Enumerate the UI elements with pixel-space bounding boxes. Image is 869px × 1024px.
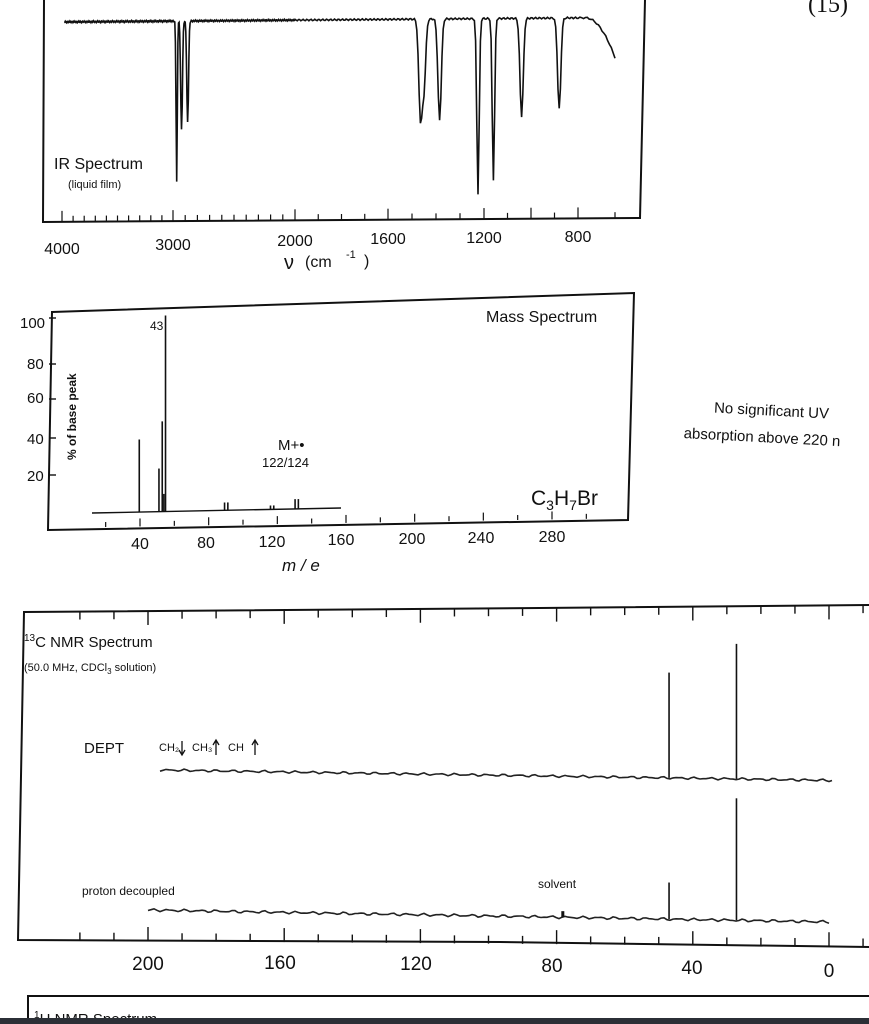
- dept-label: DEPT: [84, 740, 124, 757]
- mass-ylabel: % of base peak: [65, 373, 79, 460]
- ir-xlabel: ν (cm -1 ): [284, 249, 369, 274]
- mass-baseline: [91, 507, 342, 514]
- cnmr-xtick-160: 160: [264, 953, 296, 974]
- mass-ytick-20: 20: [27, 468, 44, 485]
- mass-xlabel: m / e: [282, 556, 320, 575]
- mass-ytick-40: 40: [27, 431, 44, 448]
- dept-ch3-up-arrow-icon: [212, 738, 220, 755]
- uv-line-2: absorption above 220 n: [683, 425, 840, 450]
- dept-ch2-label: CH₂: [159, 742, 179, 754]
- dept-trace: [159, 768, 833, 783]
- mass-xtick-160: 160: [328, 532, 355, 549]
- ir-subtitle: (liquid film): [68, 179, 121, 191]
- ir-tick-2000: 2000: [277, 233, 313, 250]
- mass-xtick-240: 240: [468, 530, 495, 547]
- cnmr-xtick-120: 120: [400, 954, 432, 975]
- mass-xtick-40: 40: [131, 536, 149, 553]
- cnmr-peaks: [561, 643, 738, 921]
- ir-tick-3000: 3000: [155, 237, 191, 254]
- cnmr-panel: 13C NMR Spectrum (50.0 MHz, CDCl3 soluti…: [16, 604, 869, 982]
- mass-base-peak-label: 43: [150, 319, 164, 333]
- ir-xlabel-exp: -1: [346, 249, 356, 261]
- cnmr-xtick-200: 200: [132, 954, 164, 975]
- mass-title: Mass Spectrum: [486, 309, 597, 326]
- ir-tick-4000: 4000: [44, 241, 80, 258]
- mass-panel: 43 M+• 122/124 Mass Spectrum C3H7Br 100 …: [20, 291, 636, 575]
- dept-ch2-down-arrow-icon: [178, 741, 186, 757]
- mass-xticks: [105, 511, 587, 528]
- ir-panel: IR Spectrum (liquid film) 4000 3000 2000…: [41, 0, 646, 274]
- ir-tick-800: 800: [565, 229, 592, 246]
- cnmr-xtick-0: 0: [824, 961, 835, 982]
- mass-frame: [46, 291, 636, 532]
- mass-ytick-100: 100: [20, 315, 45, 332]
- dept-ch-label: CH: [228, 742, 244, 754]
- decoupled-trace: [147, 907, 830, 924]
- ir-title: IR Spectrum: [54, 156, 143, 173]
- mass-xtick-120: 120: [259, 534, 286, 551]
- cnmr-conditions: (50.0 MHz, CDCl3 solution): [24, 662, 156, 676]
- ir-trace: [63, 16, 616, 195]
- mass-peaks: [138, 315, 300, 513]
- ir-frame: [41, 0, 646, 224]
- mass-molecular-ion-mass: 122/124: [262, 455, 309, 470]
- hnmr-frame: [27, 995, 869, 1024]
- ir-tick-1600: 1600: [370, 231, 406, 248]
- mass-formula: C3H7Br: [531, 487, 598, 513]
- ir-minor-ticks: [61, 207, 616, 222]
- uv-note: No significant UV absorption above 220 n: [683, 400, 840, 451]
- cnmr-frame: [16, 604, 869, 948]
- cnmr-xtick-40: 40: [681, 958, 702, 979]
- cnmr-title: 13C NMR Spectrum: [24, 633, 153, 651]
- solvent-label: solvent: [538, 877, 577, 891]
- mass-xtick-200: 200: [399, 531, 426, 548]
- ir-xlabel-unit: (cm: [305, 254, 332, 271]
- cnmr-xtick-80: 80: [541, 956, 562, 977]
- uv-line-1: No significant UV: [714, 400, 830, 423]
- mass-ytick-60: 60: [27, 390, 44, 407]
- decoupled-label: proton decoupled: [82, 884, 175, 898]
- ir-xlabel-close: ): [364, 253, 369, 270]
- mass-xtick-280: 280: [539, 529, 566, 546]
- mass-yticks: [49, 317, 56, 476]
- mass-ytick-80: 80: [27, 356, 44, 373]
- mass-xtick-80: 80: [197, 535, 215, 552]
- bottom-bar: [0, 1018, 869, 1024]
- problem-number: (15): [808, 0, 848, 18]
- ir-xlabel-nu: ν: [284, 252, 294, 274]
- dept-ch-up-arrow-icon: [251, 738, 259, 755]
- dept-ch3-label: CH₃: [192, 742, 212, 754]
- cnmr-ticks: [79, 605, 864, 947]
- ir-tick-1200: 1200: [466, 230, 502, 247]
- mass-molecular-ion-label: M+•: [278, 437, 305, 454]
